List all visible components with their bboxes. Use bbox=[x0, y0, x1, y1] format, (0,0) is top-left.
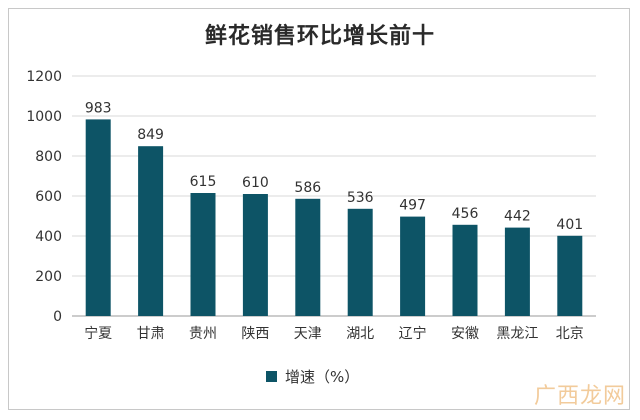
chart-title: 鲜花销售环比增长前十 bbox=[204, 24, 435, 49]
x-tick-label: 甘肃 bbox=[137, 326, 165, 342]
chart-legend: 增速（%） bbox=[266, 366, 359, 387]
x-tick-label: 宁夏 bbox=[84, 325, 112, 342]
bar bbox=[138, 146, 164, 316]
legend-label: 增速（%） bbox=[285, 368, 360, 386]
y-tick-label: 400 bbox=[35, 229, 62, 245]
x-tick-label: 北京 bbox=[556, 326, 584, 342]
x-tick-label: 天津 bbox=[294, 326, 322, 342]
y-tick-label: 600 bbox=[35, 189, 62, 205]
bar bbox=[242, 194, 268, 316]
data-label: 456 bbox=[452, 206, 479, 222]
data-label: 849 bbox=[137, 127, 164, 143]
x-tick-label: 贵州 bbox=[189, 326, 217, 342]
data-label: 610 bbox=[242, 175, 269, 191]
bar bbox=[85, 119, 111, 317]
bar bbox=[557, 235, 583, 316]
bar bbox=[295, 198, 321, 316]
y-tick-label: 1000 bbox=[26, 109, 62, 125]
watermark: 广西龙网 bbox=[533, 384, 626, 409]
data-label: 497 bbox=[399, 198, 426, 214]
data-label: 401 bbox=[556, 217, 583, 233]
y-tick-label: 800 bbox=[35, 149, 62, 165]
x-tick-label: 辽宁 bbox=[399, 325, 427, 342]
bar bbox=[190, 193, 216, 316]
data-label: 442 bbox=[504, 209, 531, 225]
x-tick-label: 陕西 bbox=[241, 326, 269, 342]
data-label: 983 bbox=[85, 100, 112, 116]
bar bbox=[347, 208, 373, 316]
x-tick-label: 湖北 bbox=[346, 326, 374, 342]
bar bbox=[504, 227, 530, 316]
legend-swatch bbox=[266, 371, 277, 382]
bar bbox=[452, 224, 478, 316]
y-tick-label: 200 bbox=[35, 269, 62, 285]
y-tick-label: 0 bbox=[53, 309, 62, 325]
data-label: 586 bbox=[294, 180, 321, 196]
x-tick-label: 安徽 bbox=[451, 326, 479, 342]
x-tick-label: 黑龙江 bbox=[496, 326, 538, 342]
y-tick-label: 1200 bbox=[26, 69, 62, 85]
bar bbox=[400, 216, 426, 316]
data-label: 615 bbox=[190, 174, 217, 190]
data-label: 536 bbox=[347, 190, 374, 206]
